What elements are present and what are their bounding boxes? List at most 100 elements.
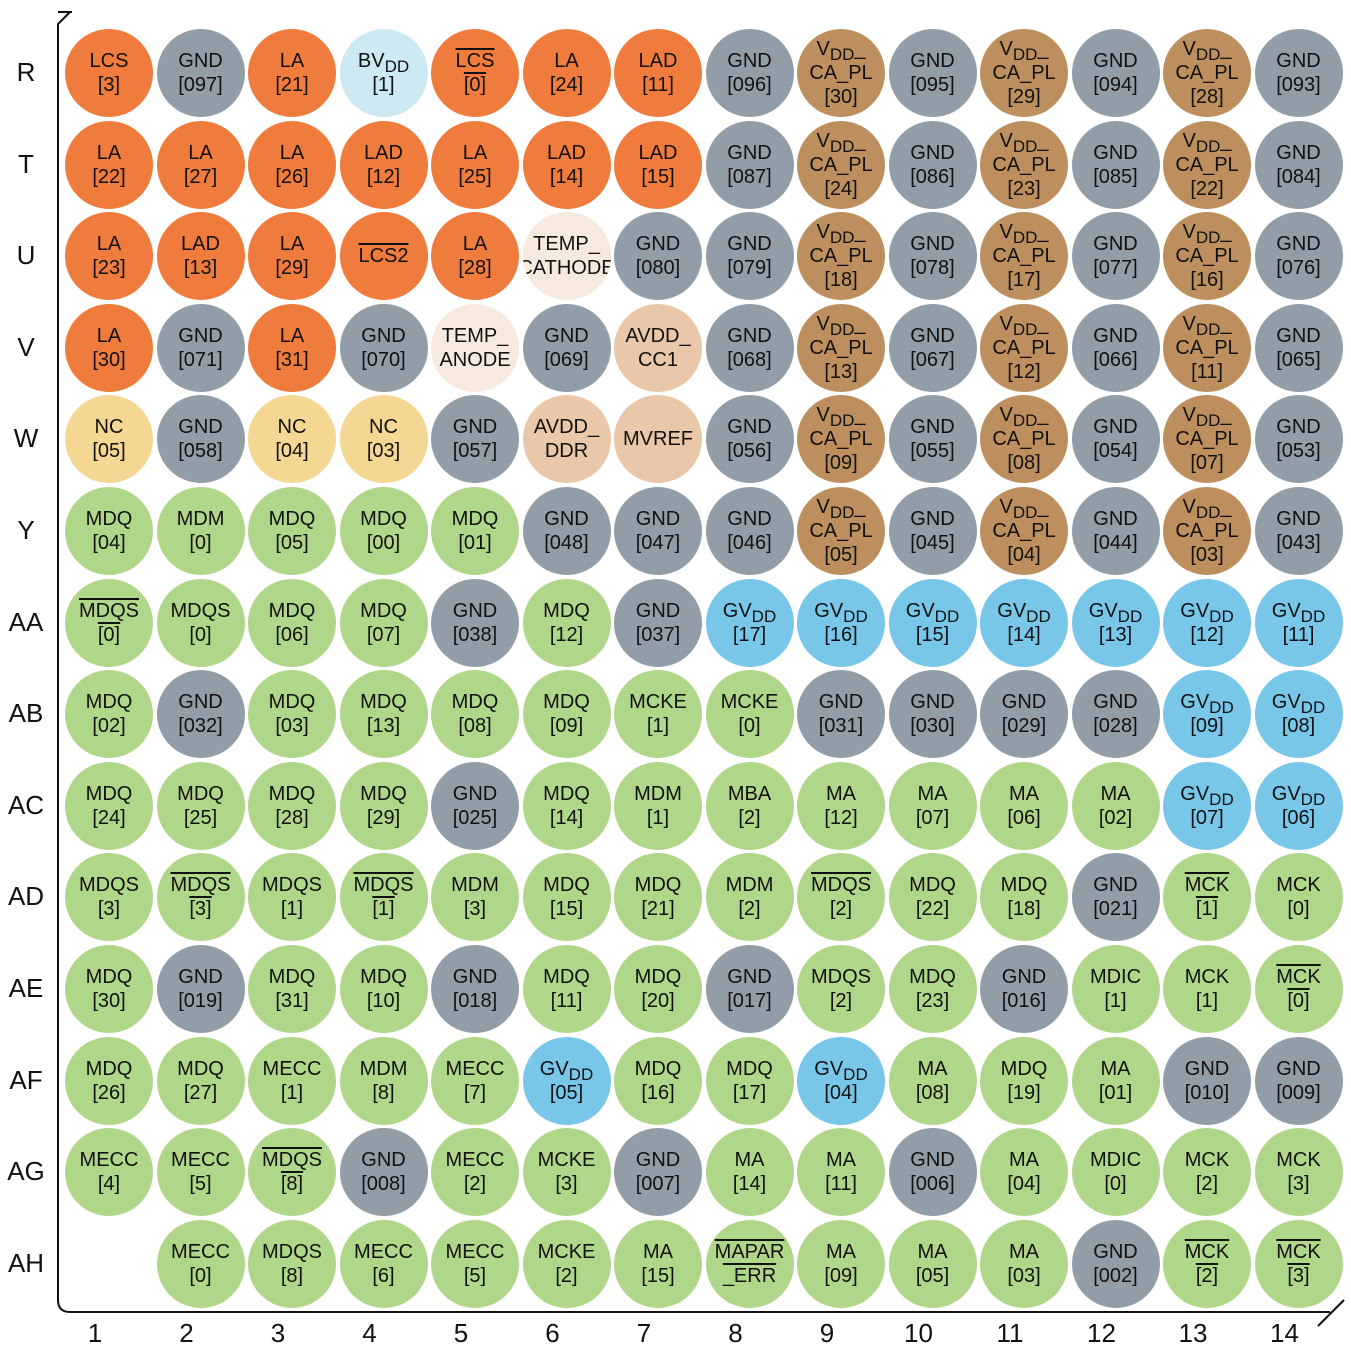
ball-label-line: [02] [1098, 806, 1133, 829]
ball-AH4: MECC [6] [339, 1219, 428, 1308]
ball-AB3: MDQ [03] [248, 670, 336, 759]
ball-label-line: GND [1276, 141, 1321, 164]
row-label-U: U [16, 240, 36, 271]
ball-label-line: [038] [452, 623, 498, 646]
ball-label-line: MA [1009, 782, 1039, 805]
ball-V5: TEMP_ ANODE [431, 303, 519, 392]
ball-label-line: [032] [178, 715, 223, 738]
ball-AD8: MDM [2] [705, 853, 794, 942]
ball-label-line: [097] [178, 74, 223, 96]
ball-label-line: GVDD [539, 1057, 594, 1084]
ball-AH11: MA [03] [980, 1219, 1068, 1308]
ball-AB12: GND [028] [1071, 670, 1160, 759]
ball-U13: VDD_ CA_PL [16] [1163, 212, 1251, 301]
ball-AA3: MDQ [06] [248, 578, 336, 667]
ball-label-line: GND [452, 599, 498, 622]
ball-label-line: VDD_ [816, 221, 866, 248]
ball-label-line: LCS [89, 50, 129, 72]
ball-AE4: MDQ [10] [339, 945, 428, 1033]
ball-AF3: MECC [1] [248, 1036, 336, 1125]
ball-label-line: [15] [641, 165, 675, 188]
ball-R10: GND [095] [888, 29, 977, 117]
ball-label-line: NC [94, 416, 124, 439]
ball-label-line: [3] [97, 74, 121, 96]
ball-label-line: [24] [92, 806, 126, 829]
ball-label-line: MDQ [85, 508, 133, 530]
ball-AG4: GND [008] [339, 1128, 428, 1217]
ball-AD2: MDQS [3] [156, 853, 245, 942]
ball-label-line: AVDD_ [625, 324, 691, 347]
ball-AC8: MBA [2] [705, 761, 794, 850]
ball-label-line: [1] [372, 898, 395, 921]
ball-label-line: [23] [92, 257, 126, 280]
ball-label-line: MA [917, 1057, 948, 1080]
ball-label-line: LA [96, 324, 122, 347]
ball-U6: TEMP_ CATHODE [522, 212, 611, 301]
ball-U11: VDD_ CA_PL [17] [980, 212, 1068, 301]
ball-label-line: MECC [171, 1240, 230, 1263]
ball-AE5: GND [018] [431, 945, 519, 1033]
ball-label-line: VDD_ [999, 221, 1049, 248]
ball-label-line: [11] [1191, 360, 1223, 383]
ball-U10: GND [078] [888, 212, 977, 301]
column-label-6: 6 [545, 1318, 560, 1348]
ball-label-line: [094] [1093, 74, 1138, 96]
ball-AC5: GND [025] [431, 761, 519, 850]
ball-label-line: MECC [445, 1057, 505, 1080]
ball-label-line: MVREF [623, 428, 693, 451]
ball-AH12: GND [002] [1071, 1219, 1160, 1308]
ball-label-line: [2] [1195, 1264, 1219, 1287]
ball-AH14: MCK [3] [1254, 1219, 1343, 1308]
ball-AE1: MDQ [30] [65, 945, 153, 1033]
ball-AC2: MDQ [25] [156, 761, 245, 850]
ball-label-line: [3] [463, 898, 487, 921]
row-label-W: W [13, 423, 39, 454]
ball-label-line: [067] [910, 348, 955, 371]
ball-label-line: GND [727, 141, 772, 164]
row-label-Y: Y [17, 515, 35, 545]
ball-label-line: [11] [550, 990, 583, 1012]
ball-label-line: GND [544, 508, 589, 530]
row-label-AH: AH [7, 1247, 45, 1278]
ball-AE7: MDQ [20] [614, 945, 702, 1033]
y-axis-line [57, 11, 1330, 1313]
ball-label-line: MA [917, 782, 948, 805]
ball-label-line: [2] [738, 806, 761, 829]
ball-AE6: MDQ [11] [522, 945, 611, 1033]
ball-W7: MVREF [614, 395, 702, 484]
ball-AC12: MA [02] [1071, 761, 1160, 850]
ball-label-line: [7] [463, 1081, 487, 1104]
ball-label-line: [12] [366, 165, 401, 188]
ball-label-line: [06] [275, 623, 309, 646]
ball-AC11: MA [06] [980, 761, 1068, 850]
ball-W3: NC [04] [248, 395, 336, 484]
ball-label-line: [025] [452, 806, 498, 829]
ball-label-line: MDM [451, 874, 499, 897]
ball-label-line: MDQ [543, 691, 590, 714]
ball-label-line: LA [96, 233, 122, 256]
ball-label-line: MDQ [268, 508, 316, 530]
ball-label-line: GND [1093, 874, 1138, 897]
ball-W5: GND [057] [431, 395, 519, 484]
ball-label-line: [0] [738, 715, 761, 738]
ball-label-line: [07] [1190, 452, 1224, 475]
ball-label-line: [048] [544, 532, 589, 554]
ball-AF9: GVDD [04] [797, 1036, 885, 1125]
ball-AD11: MDQ [18] [980, 853, 1068, 942]
ball-label-line: GND [361, 324, 406, 347]
ball-label-line: [028] [1093, 715, 1138, 738]
ball-T1: LA [22] [65, 120, 153, 209]
ball-label-line: MDQ [360, 508, 407, 530]
ball-label-line: GND [727, 508, 772, 530]
ball-label-line: [01] [458, 532, 492, 554]
ball-AD4: MDQS [1] [339, 853, 428, 942]
ball-label-line: [1] [646, 715, 670, 738]
ball-AB1: MDQ [02] [65, 670, 153, 759]
ball-label-line: GND [178, 691, 223, 714]
ball-label-line: MAPAR [714, 1240, 785, 1263]
ball-label-line: [2] [1195, 1173, 1219, 1196]
ball-label-line: [26] [92, 1081, 126, 1104]
ball-AE8: GND [017] [705, 945, 794, 1033]
ball-label-line: GND [1001, 691, 1047, 714]
